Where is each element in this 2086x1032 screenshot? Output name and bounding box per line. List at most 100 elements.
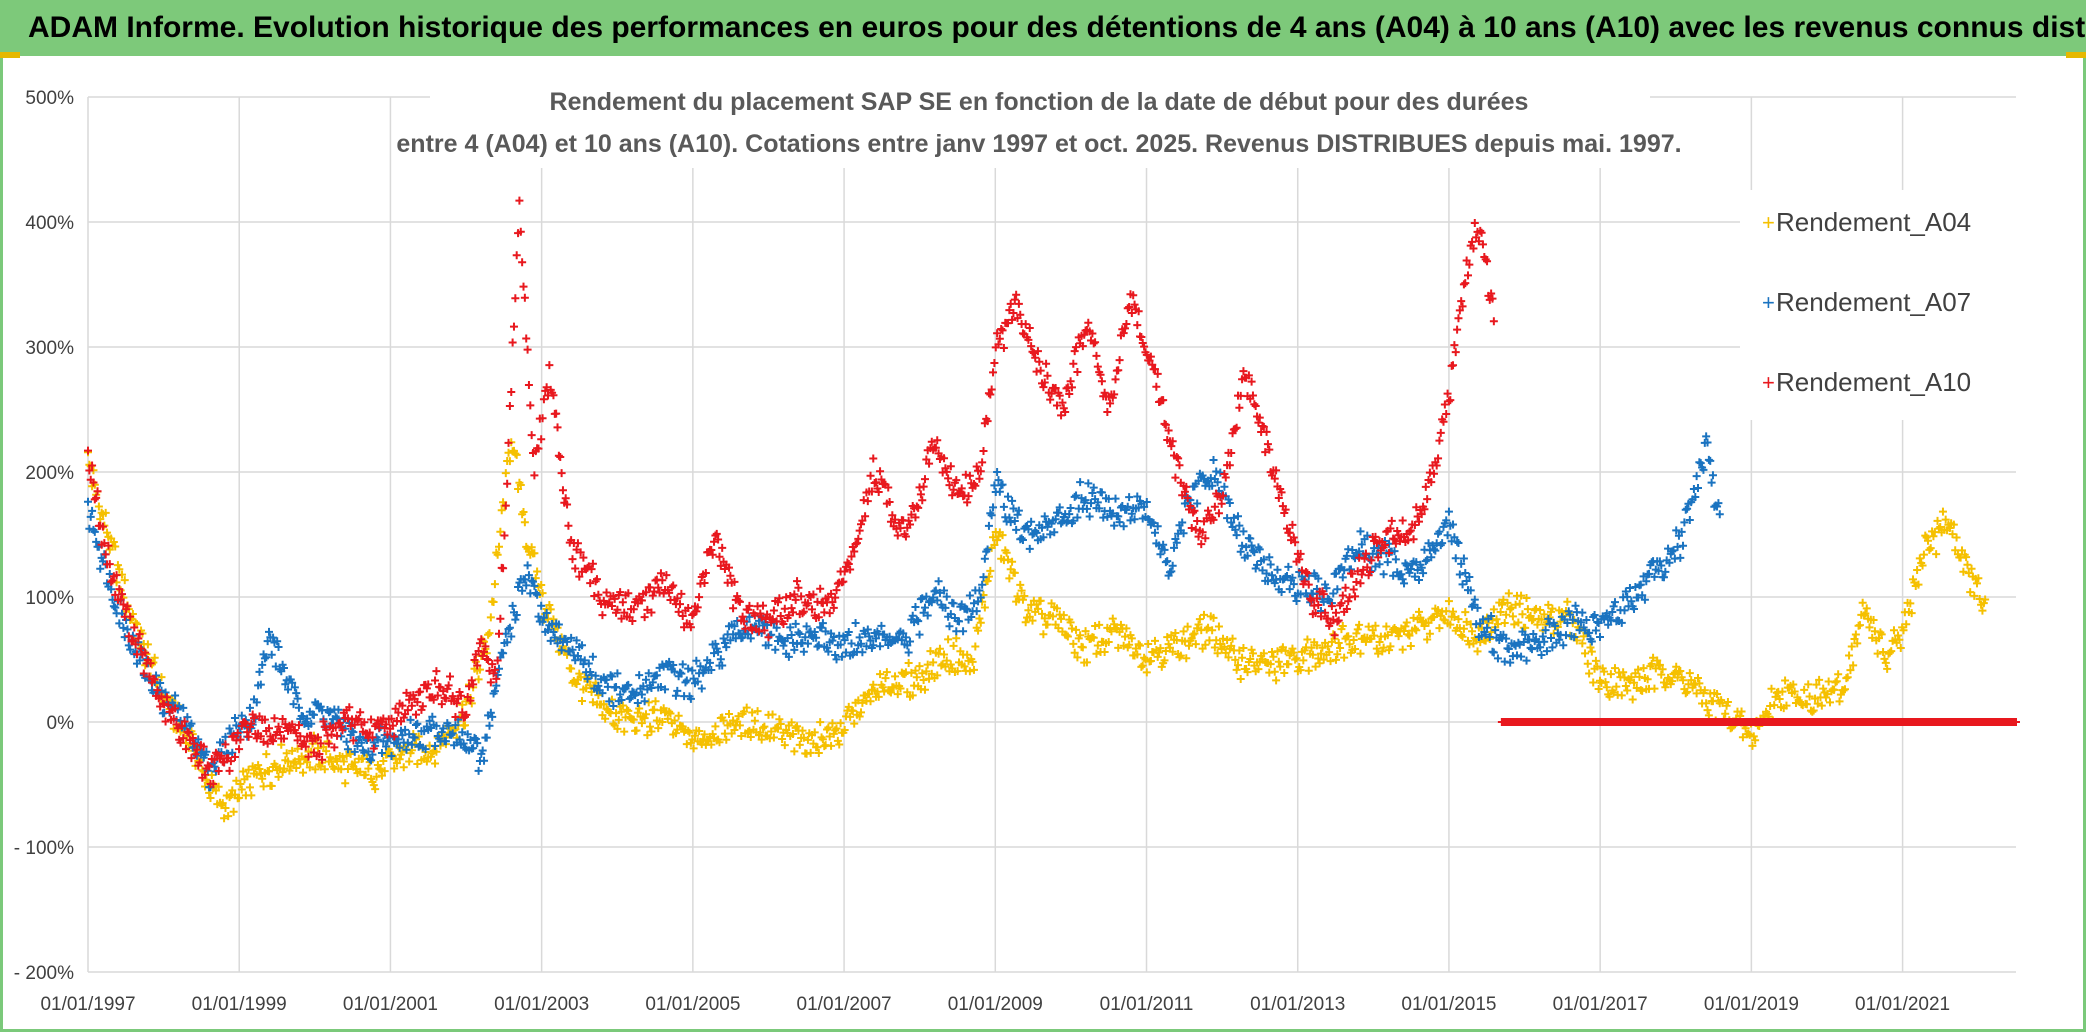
data-point — [705, 658, 714, 667]
data-point — [1138, 661, 1147, 670]
data-point — [891, 672, 900, 681]
data-point — [901, 633, 910, 642]
data-point — [1097, 488, 1106, 497]
data-point — [1010, 568, 1019, 577]
data-point — [169, 714, 178, 723]
data-point — [473, 739, 482, 748]
data-point — [1862, 604, 1871, 613]
data-point — [1229, 513, 1238, 522]
data-point — [1330, 631, 1339, 640]
data-point — [139, 669, 148, 678]
data-point — [1356, 649, 1365, 658]
data-point — [402, 745, 411, 754]
data-point — [467, 676, 476, 685]
data-point — [908, 691, 917, 700]
data-point — [1040, 614, 1049, 623]
data-point — [1009, 504, 1018, 513]
data-point — [1643, 675, 1652, 684]
data-point — [437, 700, 446, 709]
data-point — [1632, 684, 1641, 693]
data-point — [1672, 526, 1681, 535]
data-point — [411, 710, 420, 719]
data-point — [592, 575, 601, 584]
data-point — [471, 734, 480, 743]
data-point — [646, 722, 655, 731]
data-point — [1231, 525, 1240, 534]
data-point — [1635, 672, 1644, 681]
data-point — [1938, 507, 1947, 516]
data-point — [527, 431, 536, 440]
data-point — [1311, 662, 1320, 671]
data-point — [383, 737, 392, 746]
data-point — [1069, 516, 1078, 525]
data-point — [432, 747, 441, 756]
data-point — [976, 467, 985, 476]
data-point — [1265, 553, 1274, 562]
data-point — [692, 656, 701, 665]
data-point — [282, 749, 291, 758]
data-point — [218, 799, 227, 808]
data-point — [512, 611, 521, 620]
data-point — [369, 781, 378, 790]
data-point — [1379, 570, 1388, 579]
data-point — [111, 603, 120, 612]
data-point — [829, 603, 838, 612]
data-point — [1183, 493, 1192, 502]
data-point — [301, 742, 310, 751]
data-point — [1248, 546, 1257, 555]
data-point — [840, 726, 849, 735]
data-point — [915, 662, 924, 671]
data-point — [1073, 368, 1082, 377]
data-point — [1153, 369, 1162, 378]
data-point — [1605, 692, 1614, 701]
data-point — [84, 446, 92, 455]
data-point — [520, 293, 529, 302]
data-point — [726, 636, 735, 645]
data-point — [394, 735, 403, 744]
data-point — [942, 656, 951, 665]
data-point — [1153, 522, 1162, 531]
data-point — [759, 601, 768, 610]
data-point — [516, 480, 525, 489]
data-point — [677, 589, 686, 598]
data-point — [564, 521, 573, 530]
data-point — [897, 636, 906, 645]
data-point — [783, 634, 792, 643]
data-point — [431, 759, 440, 768]
data-point — [518, 258, 527, 267]
data-point — [478, 746, 487, 755]
data-point — [1544, 600, 1553, 609]
data-point — [984, 521, 993, 530]
data-point — [1432, 609, 1441, 618]
data-point — [258, 774, 267, 783]
data-point — [748, 626, 757, 635]
data-point — [1914, 580, 1923, 589]
data-point — [745, 726, 754, 735]
data-point — [891, 515, 900, 524]
data-point — [1070, 648, 1079, 657]
data-point — [742, 703, 751, 712]
data-point — [356, 732, 365, 741]
data-point — [1063, 632, 1072, 641]
data-point — [377, 748, 386, 757]
data-point — [1952, 533, 1961, 542]
data-point — [1851, 630, 1860, 639]
data-point — [844, 560, 853, 569]
data-point — [874, 488, 883, 497]
data-point — [739, 617, 748, 626]
data-point — [293, 736, 302, 745]
data-point — [877, 621, 886, 630]
data-point — [1247, 377, 1256, 386]
data-point — [1227, 641, 1236, 650]
data-point — [629, 605, 638, 614]
data-point — [1114, 643, 1123, 652]
data-point — [901, 532, 910, 541]
data-point — [941, 662, 950, 671]
data-point — [688, 666, 697, 675]
data-point — [1248, 649, 1257, 658]
data-point — [1266, 660, 1275, 669]
data-point — [1174, 454, 1183, 463]
data-point — [673, 686, 682, 695]
data-point — [1375, 638, 1384, 647]
data-point — [338, 752, 347, 761]
